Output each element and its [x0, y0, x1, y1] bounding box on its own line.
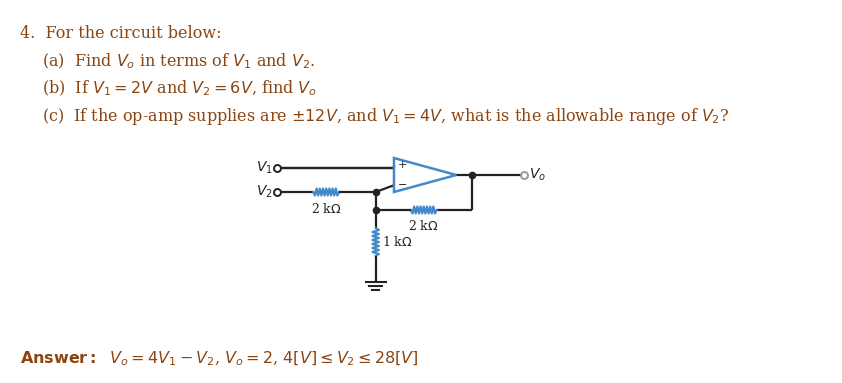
- Text: $V_o$: $V_o$: [529, 167, 546, 183]
- Text: 2 k$\Omega$: 2 k$\Omega$: [408, 219, 439, 233]
- Text: $V_2$: $V_2$: [256, 184, 273, 200]
- Text: (b)  If $V_1 = 2V$ and $V_2 = 6V$, find $V_o$: (b) If $V_1 = 2V$ and $V_2 = 6V$, find $…: [42, 79, 317, 98]
- Text: $\mathbf{Answer:}$  $V_o = 4V_1 - V_2$, $V_o = 2$, $4[V] \leq V_2 \leq 28[V]$: $\mathbf{Answer:}$ $V_o = 4V_1 - V_2$, $…: [20, 350, 418, 368]
- Text: 4.  For the circuit below:: 4. For the circuit below:: [20, 25, 221, 42]
- Text: −: −: [397, 180, 407, 190]
- Text: $V_1$: $V_1$: [256, 160, 273, 176]
- Text: 1 k$\Omega$: 1 k$\Omega$: [382, 235, 413, 249]
- Text: 2 k$\Omega$: 2 k$\Omega$: [311, 202, 342, 216]
- Text: (c)  If the op-amp supplies are $\pm12V$, and $V_1 = 4V$, what is the allowable : (c) If the op-amp supplies are $\pm12V$,…: [42, 106, 730, 127]
- Text: +: +: [397, 160, 407, 170]
- Text: (a)  Find $V_o$ in terms of $V_1$ and $V_2$.: (a) Find $V_o$ in terms of $V_1$ and $V_…: [42, 52, 316, 71]
